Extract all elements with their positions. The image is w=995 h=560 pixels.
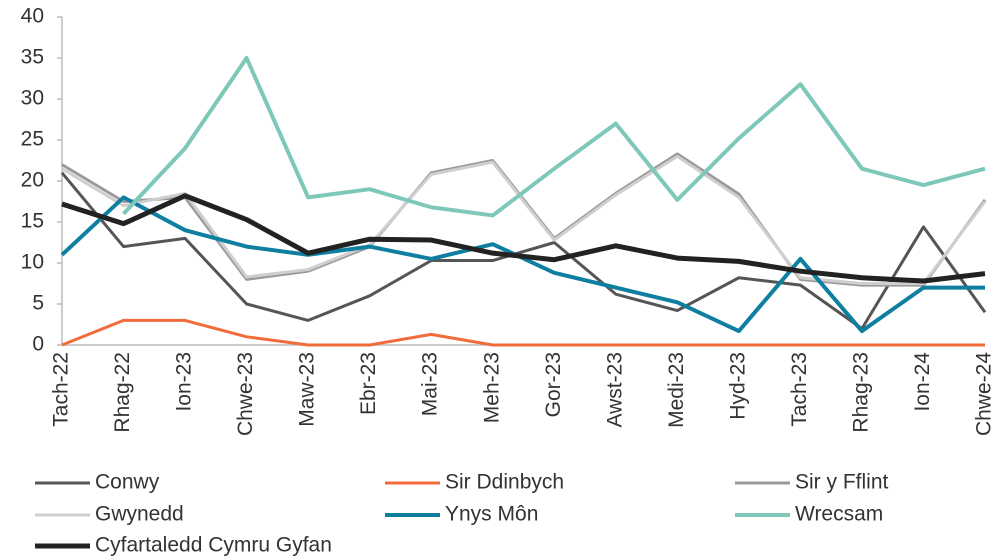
x-tick-label: Tach-22: [50, 352, 73, 427]
legend-label: Ynys Môn: [445, 503, 538, 526]
x-tick-label: Maw-23: [296, 352, 319, 427]
x-tick-label: Rhag-23: [849, 352, 872, 433]
y-tick-label: 30: [21, 87, 44, 110]
series-line: [61, 152, 987, 287]
y-tick-label: 15: [21, 210, 44, 233]
x-tick-label: Mai-23: [419, 352, 442, 416]
x-tick-label: Meh-23: [480, 352, 503, 423]
x-tick-label: Rhag-22: [111, 352, 134, 433]
y-tick-label: 25: [21, 128, 44, 151]
y-tick-label: 10: [21, 251, 44, 274]
legend-label: Cyfartaledd Cymru Gyfan: [95, 534, 332, 557]
y-tick-label: 20: [21, 169, 44, 192]
series-line: [61, 318, 985, 347]
legend-label: Gwynedd: [95, 503, 184, 526]
y-tick-label: 40: [21, 5, 44, 28]
legend-label: Wrecsam: [795, 503, 883, 526]
series-line: [61, 154, 987, 285]
legend-label: Conwy: [95, 471, 160, 494]
x-tick-label: Medi-23: [665, 352, 688, 428]
series-line: [61, 193, 986, 284]
x-tick-label: Awst-23: [603, 352, 626, 427]
x-tick-label: Chwe-24: [973, 352, 995, 436]
x-tick-label: Tach-23: [788, 352, 811, 427]
y-tick-label: 5: [32, 292, 44, 315]
series-line: [60, 171, 987, 331]
y-tick-label: 0: [32, 333, 44, 356]
y-tick-label: 35: [21, 46, 44, 69]
legend-label: Sir y Fflint: [795, 471, 889, 494]
x-tick-label: Hyd-23: [726, 352, 749, 420]
x-tick-label: Ion-24: [911, 352, 934, 412]
x-tick-label: Chwe-23: [234, 352, 257, 436]
x-tick-label: Gor-23: [542, 352, 565, 417]
series-line: [122, 56, 986, 218]
legend-label: Sir Ddinbych: [445, 471, 564, 494]
x-tick-label: Ion-23: [173, 352, 196, 412]
x-tick-label: Ebr-23: [357, 352, 380, 415]
